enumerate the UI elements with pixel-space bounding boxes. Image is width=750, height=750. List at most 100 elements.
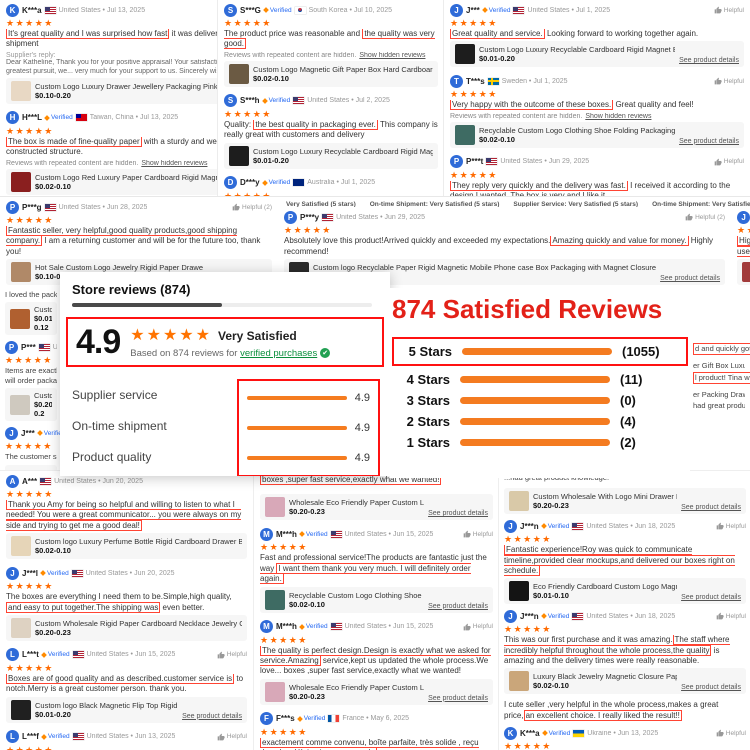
review-card: J J***n Verified United States • Jun 18, 20…: [499, 517, 750, 607]
highlighted-text: the best quality in packaging ever.: [253, 119, 378, 130]
highlighted-text: the quality was very good.: [224, 29, 435, 50]
show-hidden-reviews-link[interactable]: Show hidden reviews: [141, 159, 208, 167]
review-card: P P***t United States • Jun 29, 2025 Helpfu…: [444, 152, 750, 196]
review-text: This was our first purchase and it was a…: [504, 635, 746, 666]
review-text: I cute seller ,very helpful in the whole…: [504, 700, 746, 721]
helpful-label: Helpful: [725, 522, 746, 530]
reviewer-name: A***: [22, 476, 38, 486]
see-product-details-link[interactable]: See product details: [679, 137, 739, 145]
product-chip[interactable]: Custom Wholesale With Logo Mini Drawer P…: [504, 488, 746, 515]
product-chip[interactable]: Recyclable Custom Logo Clothing Shoe Fol…: [450, 121, 744, 148]
distribution-label: 2 Stars: [406, 414, 450, 429]
see-product-details-link[interactable]: See product details: [681, 684, 741, 692]
product-chip[interactable]: Custom Logo Red Luxury Paper Cardboard R…: [6, 168, 246, 195]
review-text: It's great quality and I was surprised h…: [6, 29, 246, 50]
star-rating: ★★★★★: [504, 741, 552, 750]
helpful-button[interactable]: Helpful: [716, 612, 746, 620]
hidden-note-text: Reviews with repeated content are hidden…: [6, 159, 139, 167]
product-price: $0.02-0.10: [289, 599, 325, 609]
star-rating: ★★★★★: [284, 225, 332, 236]
product-thumbnail: [455, 44, 475, 65]
review-text-part: Quality:: [224, 119, 254, 129]
verified-purchases-link[interactable]: verified purchases: [240, 348, 318, 359]
product-price: $0.02-0.10: [35, 181, 71, 191]
product-title: Wholesale Eco Friendly Paper Custom Logo…: [289, 682, 425, 692]
see-product-details-link[interactable]: See product details: [679, 57, 739, 65]
see-product-details-link[interactable]: See product details: [182, 712, 242, 720]
metric-bar-row: 4.9: [246, 383, 370, 413]
helpful-button[interactable]: Helpful: [217, 651, 247, 659]
review-header: L L***f Verified United States • Jun 13, 20…: [6, 730, 247, 744]
review-text: Fantastic seller, very helpful,good qual…: [6, 226, 272, 257]
avatar: P: [5, 340, 18, 354]
product-chip[interactable]: Custom Lo$0.01-0.12: [5, 302, 57, 336]
flag-us-icon: [322, 213, 334, 221]
product-chip[interactable]: Custom W$0.20-0.2: [5, 388, 57, 422]
see-product-details-link[interactable]: See product details: [660, 275, 721, 282]
product-chip[interactable]: Recyclable Custom Logo Magnetic Jewelry …: [737, 259, 750, 285]
verified-badge: Verified: [41, 651, 70, 658]
product-chip[interactable]: Custom Logo Magnetic Gift Paper Box Hard…: [224, 60, 438, 87]
product-chip[interactable]: Custom Logo Luxury Drawer Jewellery Pack…: [6, 77, 246, 104]
helpful-button[interactable]: Helpful (2): [685, 213, 725, 221]
star-rating: ★★★★★: [737, 225, 750, 236]
product-chip[interactable]: Recyclable Custom Logo Clothing Shoe Fol…: [260, 586, 493, 613]
product-chip[interactable]: Wholesale Eco Friendly Paper Custom Logo…: [260, 494, 493, 521]
review-card: JJ*** Verified ★★★★★The customer se Custom$…: [0, 424, 62, 472]
distribution-row: 5 Stars (1055): [392, 337, 688, 366]
product-chip[interactable]: Custom Logo Luxury Recyclable Cardboard …: [224, 142, 438, 169]
satisfaction-label-item: On-time Shipment: Very Satisfied (5 star…: [652, 201, 750, 208]
verified-label: Verified: [268, 97, 291, 105]
avatar: J: [504, 609, 517, 623]
review-header: K K***a United States • Jul 13, 2025: [6, 3, 246, 17]
product-chip[interactable]: Wholesale Eco Friendly Paper Custom Logo…: [260, 678, 493, 705]
product-info: Recyclable Custom Logo Clothing Shoe Fol…: [479, 126, 675, 144]
review-meta: United States • Jun 29, 2025: [500, 158, 590, 166]
see-product-details-link[interactable]: See product details: [428, 602, 488, 610]
product-chip[interactable]: Custom Wholesale Rigid Paper Cardboard N…: [6, 614, 247, 641]
star-rating: ★★★★★: [6, 489, 54, 499]
store-reviews-panel: Store reviews (874) 4.9 ★★★★★ Very Satisf…: [60, 272, 390, 476]
product-title: Recyclable Custom Logo Clothing Shoe Fol…: [479, 125, 676, 135]
helpful-button[interactable]: Helpful (2): [232, 203, 272, 211]
avatar: S: [224, 3, 237, 17]
product-chip[interactable]: Eco Friendly Cardboard Custom Logo Magne…: [504, 578, 746, 605]
see-product-details-link[interactable]: See product details: [428, 510, 488, 518]
star-rating: ★★★★★: [6, 662, 54, 673]
hidden-reviews-note: Reviews with repeated content are hidden…: [224, 52, 438, 59]
product-chip[interactable]: Custom logo Black Magnetic Flip Top Rigi…: [6, 696, 247, 723]
avatar: A: [6, 474, 19, 488]
product-chip[interactable]: Custom logo Luxury Perfume Bottle Rigid …: [6, 533, 247, 560]
see-product-details-link[interactable]: See product details: [681, 594, 741, 602]
show-hidden-reviews-link[interactable]: Show hidden reviews: [585, 112, 652, 120]
verified-label: Verified: [51, 114, 73, 122]
product-title: Luxury Black Jewelry Magnetic Closure Pa…: [533, 672, 677, 682]
helpful-label: Helpful (2): [695, 213, 726, 221]
product-chip[interactable]: Custom Logo Luxury Recyclable Cardboard …: [450, 41, 744, 68]
product-title: Custom Logo Red Luxury Paper Cardboard R…: [35, 172, 241, 182]
helpful-button[interactable]: Helpful: [217, 733, 247, 741]
helpful-button[interactable]: Helpful: [463, 623, 493, 631]
review-meta: United States • Jun 15, 2025: [344, 623, 434, 631]
scrollbar-track[interactable]: [72, 303, 372, 307]
helpful-button[interactable]: Helpful: [714, 6, 744, 14]
verified-label: Verified: [547, 522, 570, 530]
product-info: Custom Logo Luxury Recyclable Cardboard …: [479, 45, 675, 63]
see-product-details-link[interactable]: See product details: [428, 694, 488, 702]
scrollbar-thumb[interactable]: [72, 303, 222, 307]
verified-diamond-icon: [481, 7, 488, 13]
rating-summary: ★★★★★ Very Satisfied Based on 874 reviews…: [130, 325, 331, 359]
product-chip[interactable]: Luxury Black Jewelry Magnetic Closure Pa…: [504, 668, 746, 695]
show-hidden-reviews-link[interactable]: Show hidden reviews: [359, 51, 426, 59]
helpful-button[interactable]: Helpful: [463, 530, 493, 538]
product-price: $0.02-0.10: [35, 546, 71, 556]
distribution-bar: [460, 439, 610, 446]
product-price: $0.01-0.20: [253, 155, 289, 165]
helpful-button[interactable]: Helpful: [714, 158, 744, 166]
helpful-button[interactable]: Helpful: [716, 729, 746, 737]
verified-diamond-icon: [261, 179, 268, 186]
helpful-button[interactable]: Helpful: [714, 77, 744, 85]
see-product-details-link[interactable]: See product details: [681, 504, 741, 512]
review-text: exactement comme convenu, boîte parfaite…: [260, 737, 493, 750]
helpful-button[interactable]: Helpful: [716, 522, 746, 530]
